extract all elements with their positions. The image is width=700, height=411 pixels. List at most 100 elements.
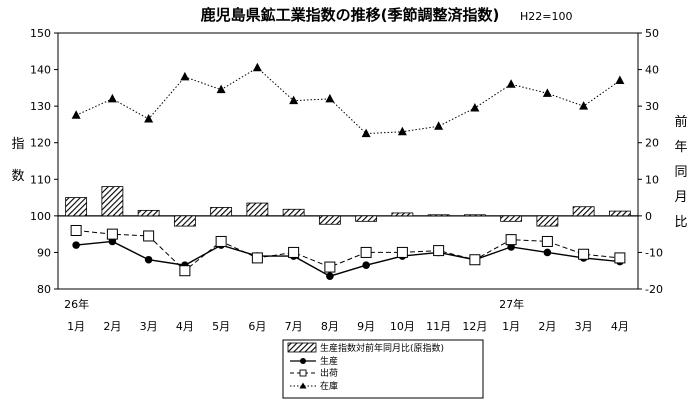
point-s2-15 bbox=[615, 75, 625, 85]
point-s1-13 bbox=[541, 235, 553, 247]
point-s1-8 bbox=[360, 246, 372, 258]
x-tick-label-3: 4月 bbox=[176, 320, 194, 333]
x-tick-label-10: 11月 bbox=[426, 320, 451, 333]
right-tick-label-0: -20 bbox=[645, 283, 663, 296]
x-tick-label-5: 6月 bbox=[248, 320, 266, 333]
point-s2-5 bbox=[252, 62, 262, 72]
bar-13 bbox=[536, 215, 559, 227]
point-s1-5 bbox=[251, 252, 263, 264]
right-axis-ticks: -20 -10 0 10 20 30 40 50 bbox=[638, 27, 663, 296]
y-label-right-char-1: 年 bbox=[674, 140, 687, 155]
y-label-left-char-0: 指 bbox=[11, 137, 24, 152]
x-tick-label-2: 3月 bbox=[140, 320, 158, 333]
bar-11 bbox=[463, 214, 486, 217]
bar-10 bbox=[427, 214, 450, 217]
point-s2-6 bbox=[289, 95, 299, 105]
point-s2-12 bbox=[506, 79, 516, 88]
bar-6 bbox=[282, 208, 305, 217]
left-tick-label-7: 150 bbox=[30, 27, 51, 40]
x-tick-label-13: 2月 bbox=[538, 320, 556, 333]
point-s1-4 bbox=[215, 235, 227, 247]
point-s0-2 bbox=[144, 255, 153, 264]
point-s1-6 bbox=[288, 246, 300, 258]
left-tick-label-6: 140 bbox=[30, 64, 51, 77]
right-tick-label-7: 50 bbox=[645, 27, 659, 40]
bar-0 bbox=[65, 197, 88, 217]
legend-label-production: 生産 bbox=[320, 355, 338, 367]
point-s1-10 bbox=[433, 245, 445, 257]
point-s0-7 bbox=[326, 272, 334, 281]
bars bbox=[65, 186, 631, 227]
series-lines bbox=[70, 62, 626, 281]
left-tick-label-3: 110 bbox=[30, 173, 51, 186]
left-tick-label-2: 100 bbox=[30, 210, 51, 223]
point-s0-8 bbox=[362, 261, 370, 270]
left-tick-label-0: 80 bbox=[37, 283, 51, 296]
bar-14 bbox=[572, 206, 595, 217]
legend-label-inventory: 在庫 bbox=[320, 380, 338, 392]
left-tick-label-1: 90 bbox=[37, 246, 51, 259]
point-s2-13 bbox=[542, 88, 552, 97]
series-line-1 bbox=[76, 229, 620, 272]
bar-2 bbox=[137, 209, 160, 217]
y-label-left-char-1: 数 bbox=[11, 169, 24, 184]
x-tick-label-0: 1月 bbox=[67, 320, 85, 333]
point-s2-8 bbox=[361, 128, 371, 138]
point-s1-15 bbox=[614, 252, 626, 264]
x-tick-label-14: 3月 bbox=[575, 320, 593, 333]
x-tick-label-15: 4月 bbox=[611, 320, 629, 333]
x-tick-label-1: 2月 bbox=[103, 320, 121, 333]
point-s2-0 bbox=[71, 110, 81, 119]
point-s2-7 bbox=[325, 93, 335, 103]
point-s1-14 bbox=[578, 248, 590, 260]
plot-area bbox=[57, 32, 639, 290]
left-tick-label-5: 130 bbox=[30, 100, 51, 113]
point-s1-11 bbox=[469, 254, 481, 266]
right-tick-label-5: 30 bbox=[645, 100, 659, 113]
bar-3 bbox=[173, 215, 196, 227]
point-s2-14 bbox=[579, 101, 589, 110]
left-tick-label-4: 120 bbox=[30, 137, 51, 150]
x-tick-label-7: 8月 bbox=[321, 320, 339, 333]
series-line-2 bbox=[75, 67, 621, 135]
x-tick-label-6: 7月 bbox=[285, 320, 303, 333]
x-tick-label-4: 5月 bbox=[212, 320, 230, 333]
year-label-1: 27年 bbox=[499, 297, 524, 311]
point-s2-3 bbox=[180, 71, 190, 81]
year-label-0: 26年 bbox=[64, 297, 89, 311]
y-label-right-char-4: 比 bbox=[674, 215, 687, 230]
point-s2-4 bbox=[216, 84, 226, 94]
point-s0-0 bbox=[72, 241, 80, 249]
point-s1-0 bbox=[70, 224, 82, 236]
bar-4 bbox=[210, 207, 233, 217]
point-s1-12 bbox=[505, 234, 517, 246]
point-s1-3 bbox=[179, 265, 191, 277]
chart-title: 鹿児島県鉱工業指数の推移(季節調整済指数) bbox=[201, 6, 500, 24]
point-s0-13 bbox=[543, 248, 552, 257]
legend-marker-production bbox=[300, 358, 306, 364]
point-s2-1 bbox=[107, 93, 117, 103]
right-tick-label-4: 20 bbox=[645, 137, 659, 150]
y-label-right-char-3: 月 bbox=[674, 190, 687, 205]
bar-8 bbox=[355, 215, 378, 222]
right-tick-label-6: 40 bbox=[645, 64, 659, 77]
legend-marker-shipment bbox=[299, 369, 307, 377]
x-tick-label-8: 9月 bbox=[357, 320, 375, 333]
legend-bar-swatch bbox=[287, 342, 317, 353]
y-label-right-char-0: 前 bbox=[674, 114, 687, 130]
x-tick-label-9: 10月 bbox=[390, 320, 415, 333]
left-axis-ticks: 80 90 100 110 120 130 140 150 bbox=[30, 27, 58, 296]
point-s2-2 bbox=[144, 113, 154, 123]
bar-12 bbox=[500, 215, 523, 222]
legend-marker-inventory bbox=[299, 382, 307, 389]
bar-1 bbox=[101, 186, 124, 217]
x-tick-label-12: 1月 bbox=[502, 320, 520, 333]
point-s2-9 bbox=[397, 126, 407, 136]
x-axis-labels: 1月 2月 3月 4月 5月 6月 7月 8月 9月 10月 11月 12月 1月 2月 3月 4月 26年 27… bbox=[64, 297, 629, 333]
point-s1-7 bbox=[324, 261, 336, 273]
point-s1-1 bbox=[106, 228, 118, 240]
right-tick-label-2: 0 bbox=[645, 210, 652, 223]
series-line-0 bbox=[76, 240, 620, 277]
chart-subtitle: H22=100 bbox=[520, 10, 572, 23]
